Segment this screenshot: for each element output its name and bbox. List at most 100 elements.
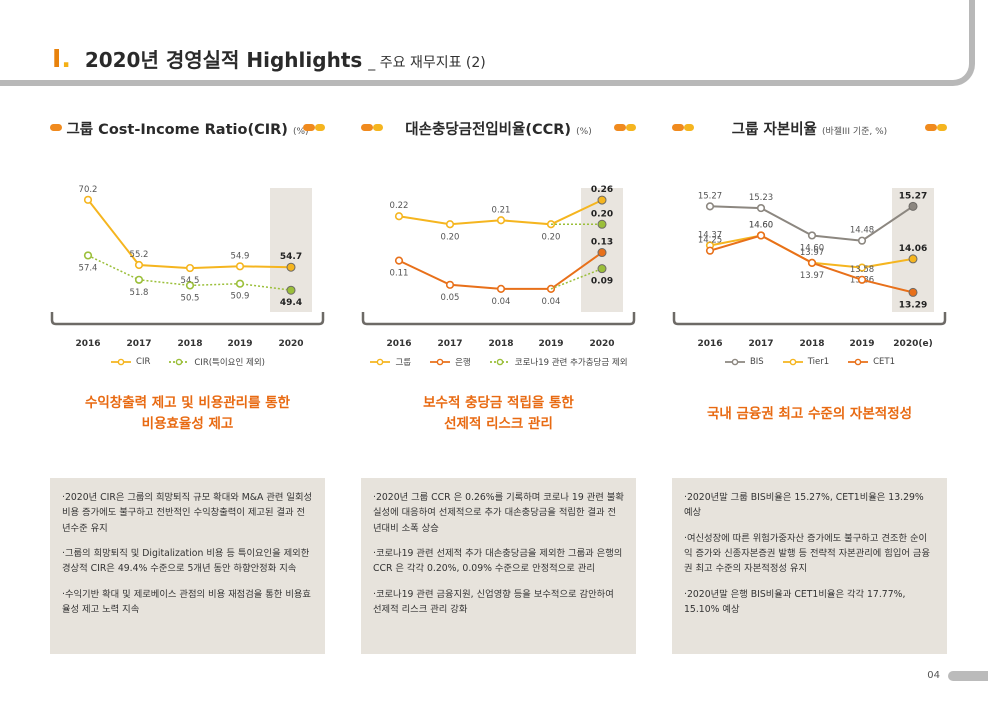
data-label: 54.7 [280, 252, 302, 262]
title-pill-left [50, 124, 62, 131]
ccr-highlight: 보수적 충당금 적립을 통한 선제적 리스크 관리 [361, 370, 636, 458]
data-point [235, 279, 245, 288]
data-point [857, 263, 867, 272]
data-label: 0.26 [591, 185, 613, 195]
legend-swatch [489, 358, 510, 366]
series-line [398, 251, 603, 290]
highlight-line2: 비용효율성 제고 [141, 416, 234, 432]
data-point [286, 285, 296, 295]
capital-column: 그룹 자본비율 (바젤III 기준, %) 2016 2017 2018 2019 20… [672, 110, 947, 458]
data-label: 57.4 [79, 263, 98, 273]
legend-label: BIS [749, 357, 764, 367]
data-label: 55.2 [130, 250, 149, 260]
capital-highlight: 국내 금융권 최고 수준의 자본적정성 [672, 370, 947, 458]
data-point [705, 202, 715, 211]
legend-item: BIS [724, 357, 764, 367]
data-point [756, 231, 766, 240]
data-label: 54.9 [231, 251, 250, 261]
data-label: 14.60 [749, 220, 773, 230]
legend-label: Tier1 [807, 357, 830, 367]
data-point [286, 262, 296, 272]
data-point [908, 287, 918, 297]
chart-title-text: 그룹 자본비율 [731, 122, 817, 138]
legend-swatch [848, 358, 869, 366]
capital-bullet-box: ·2020년말 그룹 BIS비율은 15.27%, CET1비율은 13.29%… [672, 478, 947, 654]
bullet-3: ·수익기반 확대 및 제로베이스 관점의 비용 재점검을 통한 비용효율성 제고… [62, 588, 311, 615]
data-label: 14.60 [800, 243, 824, 253]
data-label: 15.27 [698, 191, 722, 201]
ccr-column: 대손충당금전입비율(CCR) (%) 2016 2017 2018 2019 2020 0… [361, 110, 636, 458]
title-pill-right-2 [315, 124, 325, 131]
capital-legend: BIS Tier1 CET1 [672, 354, 947, 370]
legend-item: Tier1 [782, 357, 829, 367]
data-point [185, 281, 195, 290]
data-point [807, 231, 817, 240]
x-tick-label: 2016 [75, 339, 100, 349]
data-point [597, 248, 607, 258]
legend-swatch [430, 358, 451, 366]
title-main: 2020년 경영실적 Highlights [84, 48, 363, 72]
highlight-line1: 수익창출력 제고 및 비용관리를 통한 [84, 395, 291, 412]
data-label: 0.20 [542, 232, 561, 242]
data-label: 0.04 [542, 297, 561, 307]
chart-title-text: 대손충당금전입비율(CCR) [405, 122, 572, 138]
legend-label: 코로나19 관련 추가충당금 제외 [514, 358, 628, 368]
legend-swatch-marker [377, 358, 384, 366]
data-label: 14.25 [698, 236, 722, 246]
ccr-bullet-box: ·2020년 그룹 CCR 은 0.26%를 기록하며 코로나 19 관련 불확… [361, 478, 636, 654]
legend-item: CIR [110, 357, 150, 367]
axis-bracket [361, 312, 636, 326]
data-point [134, 275, 144, 284]
legend-label: CIR(특이요인 제외) [194, 358, 265, 368]
legend-swatch-marker [436, 358, 444, 366]
title-pill-left-2 [373, 124, 383, 131]
axis-bracket [672, 312, 947, 326]
page-number-text: 04 [927, 670, 940, 681]
legend-label: 은행 [455, 358, 471, 368]
bullet-2: ·그룹의 희망퇴직 및 Digitalization 비용 등 특이요인을 제외… [62, 547, 310, 575]
data-label: 14.37 [698, 230, 722, 240]
data-label: 15.23 [749, 193, 773, 203]
title-pill-right [614, 124, 626, 131]
capital-ratio-line-chart: 2016 2017 2018 2019 2020(e) 15.27 15.23 14.60 14… [672, 188, 947, 349]
x-tick-label: 2020 [589, 339, 614, 349]
chart-unit: (%) [292, 127, 309, 137]
data-point [83, 195, 93, 204]
chart-unit: (%) [576, 127, 592, 137]
header-frame [0, 0, 975, 86]
data-label: 50.9 [231, 292, 250, 302]
data-point [807, 258, 817, 267]
x-tick-label: 2018 [177, 339, 202, 349]
ccr-legend: 그룹 은행 코로나19 관련 추가충당금 제외 [361, 354, 636, 370]
data-label: 50.5 [181, 293, 200, 303]
data-point [908, 201, 918, 211]
data-label: 15.27 [899, 191, 927, 201]
data-point [857, 275, 867, 284]
bullet-3: ·코로나19 관련 금융지원, 신업영향 등을 보수적으로 감안하여 선제적 리… [373, 588, 614, 615]
title-pill-right [303, 124, 315, 131]
data-label: 13.58 [850, 265, 874, 275]
data-point [705, 246, 715, 255]
data-point [235, 262, 245, 271]
data-label: 13.29 [899, 300, 927, 310]
data-label: 0.21 [492, 205, 511, 215]
legend-swatch-marker [176, 358, 183, 366]
x-tick-label: 2019 [849, 339, 874, 349]
data-label: 0.20 [441, 232, 460, 242]
data-label: 51.8 [130, 288, 149, 298]
data-point [597, 264, 607, 274]
x-tick-label: 2020 [278, 339, 303, 349]
data-label: 54.5 [181, 276, 200, 286]
legend-swatch [169, 358, 190, 366]
x-tick-label: 2016 [386, 339, 411, 349]
title-pill-right [925, 124, 937, 131]
data-point [496, 284, 506, 293]
highlight-line1: 국내 금융권 최고 수준의 자본적정성 [706, 405, 913, 422]
data-point [185, 263, 195, 273]
data-label: 0.05 [441, 293, 460, 303]
cir-bullet-box: ·2020년 CIR은 그룹의 희망퇴직 규모 확대와 M&A 관련 일회성 비… [50, 478, 325, 654]
data-label: 0.20 [591, 209, 613, 219]
data-label: 13.97 [800, 271, 824, 281]
title-subtitle: _ 주요 재무지표 (2) [368, 55, 486, 71]
